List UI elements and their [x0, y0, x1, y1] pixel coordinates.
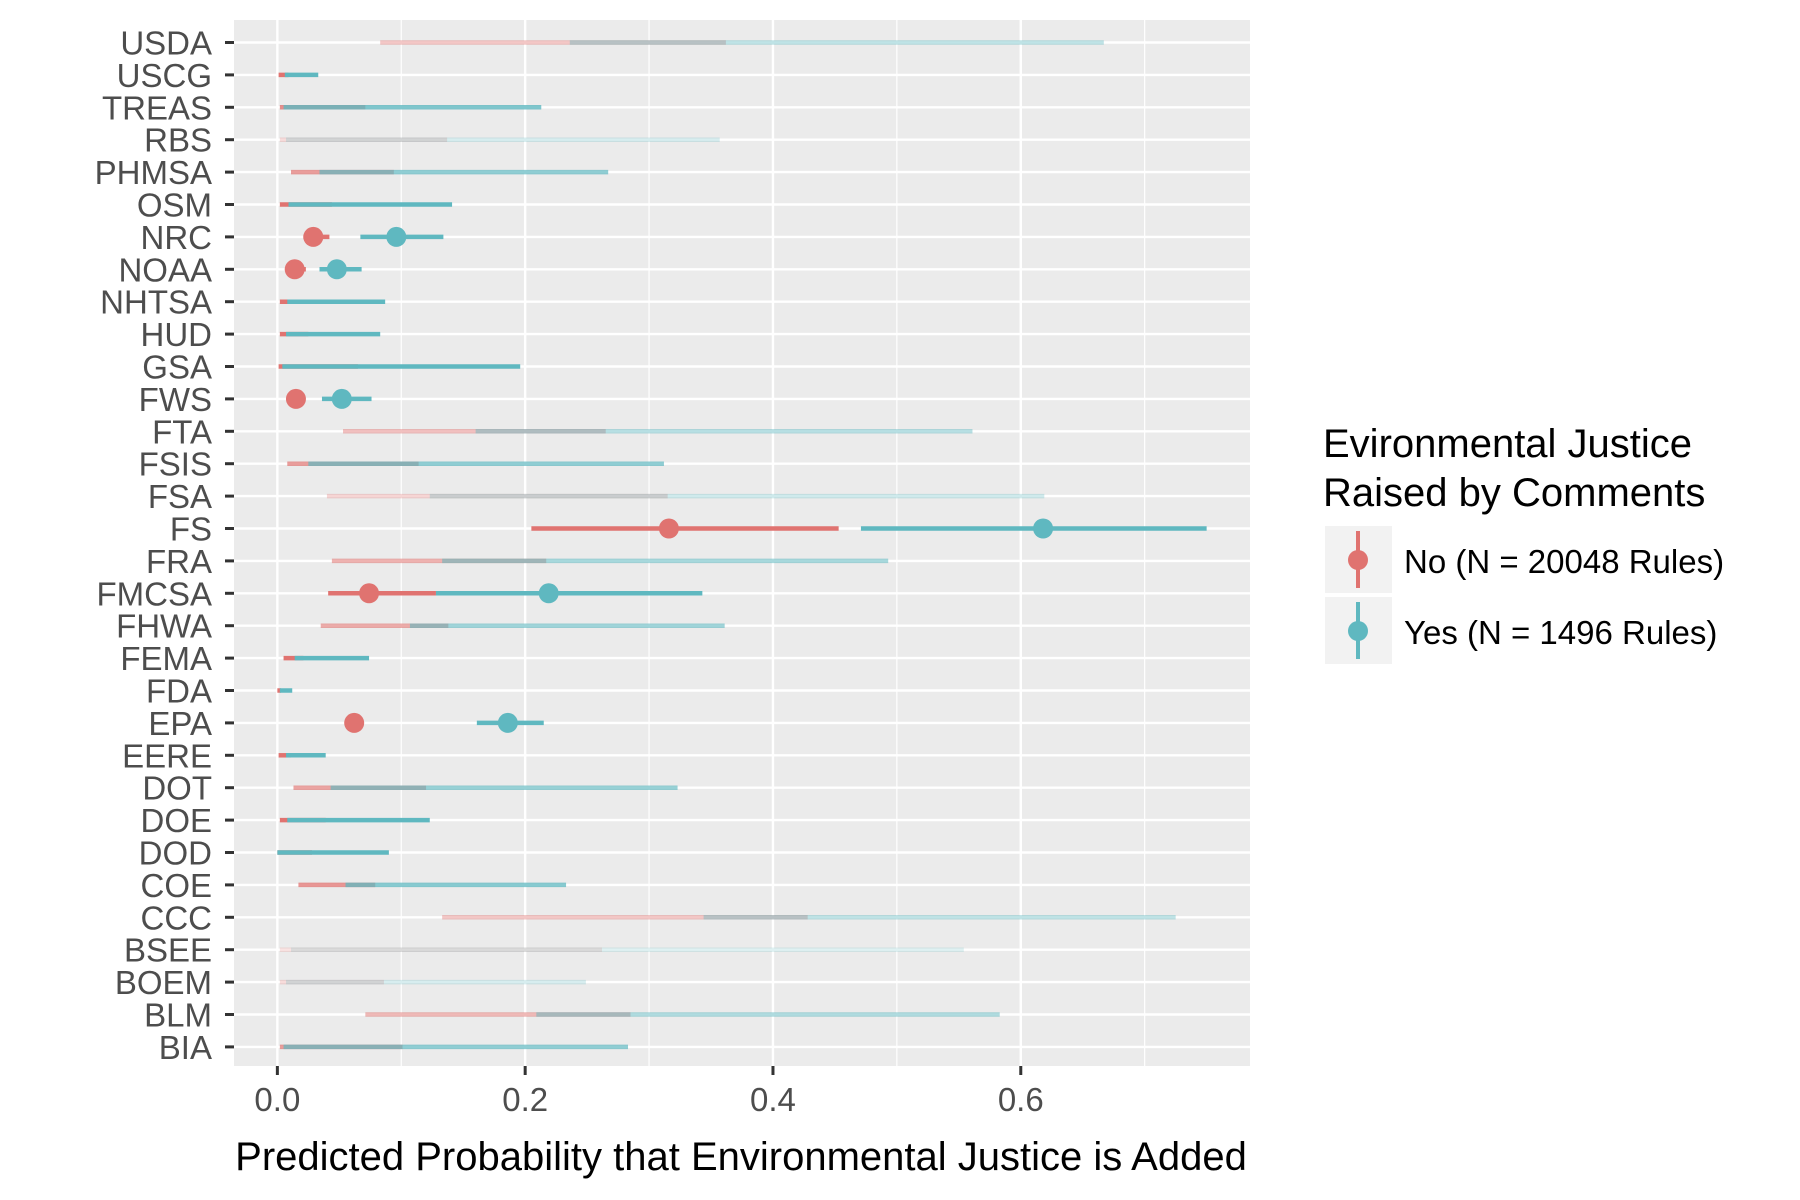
y-tick-label: DOT	[142, 770, 212, 807]
y-tick-label: FSA	[148, 478, 212, 515]
y-tick-label: NOAA	[118, 251, 212, 288]
x-tick-label: 0.2	[502, 1081, 548, 1118]
y-tick-label: EPA	[148, 705, 212, 742]
legend-title-line-1: Evironmental Justice	[1323, 422, 1692, 466]
y-tick-label: DOE	[140, 802, 212, 839]
x-tick-label: 0.0	[254, 1081, 300, 1118]
y-tick-label: FDA	[146, 673, 212, 710]
point-no-fs	[658, 518, 679, 539]
legend-label-yes: Yes (N = 1496 Rules)	[1404, 614, 1717, 651]
y-tick-label: FRA	[146, 543, 212, 580]
y-tick-label: BOEM	[115, 964, 212, 1001]
y-tick-label: FMCSA	[97, 575, 213, 612]
point-yes-fmcsa	[538, 583, 559, 604]
y-tick-label: COE	[140, 867, 212, 904]
legend-title-line-2: Raised by Comments	[1323, 471, 1705, 515]
legend-key-no-point	[1348, 550, 1368, 570]
x-axis: 0.0 0.2 0.4 0.6	[254, 1066, 1044, 1118]
point-no-nrc	[303, 226, 324, 247]
legend-label-no: No (N = 20048 Rules)	[1404, 543, 1724, 580]
y-axis: USDAUSCGTREASRBSPHMSAOSMNRCNOAANHTSAHUDG…	[95, 25, 234, 1066]
y-tick-label: FHWA	[116, 608, 212, 645]
x-tick-label: 0.6	[998, 1081, 1044, 1118]
point-yes-epa	[497, 712, 518, 733]
y-tick-label: HUD	[141, 316, 213, 353]
y-tick-label: BIA	[159, 1029, 212, 1066]
point-yes-fs	[1033, 518, 1054, 539]
y-tick-label: FTA	[152, 413, 212, 450]
point-no-noaa	[284, 259, 305, 280]
legend-key-yes-point	[1348, 621, 1368, 641]
y-tick-label: NHTSA	[100, 284, 212, 321]
y-tick-label: CCC	[141, 899, 213, 936]
y-tick-label: USCG	[117, 57, 212, 94]
y-tick-label: FS	[170, 511, 212, 548]
y-tick-label: FEMA	[120, 640, 212, 677]
y-tick-label: PHMSA	[95, 154, 212, 191]
y-tick-label: OSM	[137, 187, 212, 224]
point-no-epa	[344, 712, 365, 733]
y-tick-label: TREAS	[102, 89, 212, 126]
plot-panel	[234, 20, 1250, 1066]
y-tick-label: DOD	[139, 835, 212, 872]
x-axis-title: Predicted Probability that Environmental…	[235, 1135, 1247, 1179]
legend-item-yes: Yes (N = 1496 Rules)	[1325, 597, 1717, 664]
y-tick-label: FSIS	[139, 446, 212, 483]
y-tick-label: RBS	[144, 122, 212, 159]
legend-item-no: No (N = 20048 Rules)	[1325, 526, 1724, 593]
y-tick-label: BSEE	[124, 932, 212, 969]
legend: Evironmental Justice Raised by Comments …	[1323, 422, 1724, 664]
point-yes-noaa	[326, 259, 347, 280]
y-tick-label: FWS	[139, 381, 212, 418]
point-yes-fws	[331, 388, 352, 409]
x-tick-label: 0.4	[750, 1081, 796, 1118]
marks-layer	[277, 40, 1207, 1050]
y-tick-label: EERE	[122, 737, 212, 774]
point-no-fws	[285, 388, 306, 409]
y-tick-label: BLM	[144, 997, 212, 1034]
y-tick-label: GSA	[142, 349, 212, 386]
point-no-fmcsa	[359, 583, 380, 604]
y-tick-label: USDA	[120, 25, 212, 62]
y-tick-label: NRC	[141, 219, 213, 256]
point-yes-nrc	[386, 226, 407, 247]
